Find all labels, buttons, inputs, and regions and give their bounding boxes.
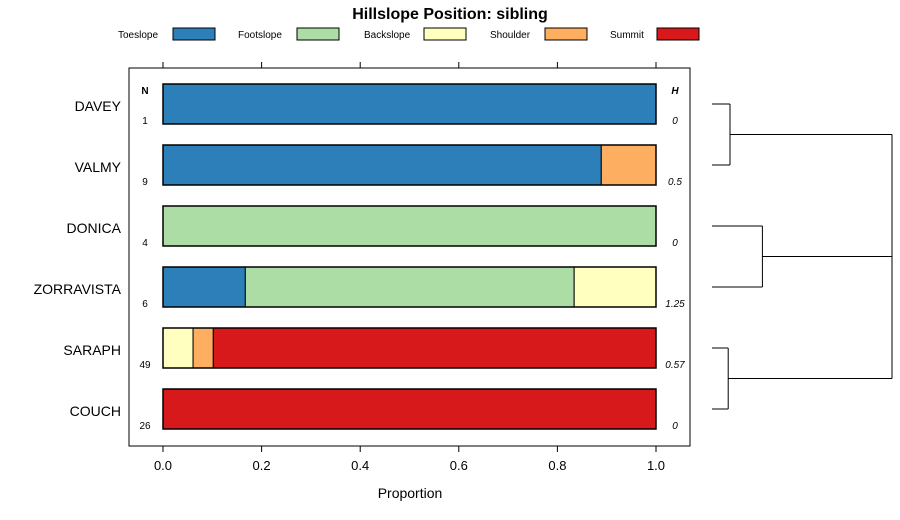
x-tick-label: 1.0 <box>647 458 665 473</box>
bar-segment-saraph-backslope <box>162 327 194 369</box>
h-column-header: H <box>671 86 679 97</box>
row-label-saraph: SARAPH <box>63 342 121 358</box>
legend-swatch-shoulder <box>544 27 588 41</box>
bar-segment-zorravista-toeslope <box>162 266 246 308</box>
legend-swatch-footslope <box>296 27 340 41</box>
bar-segment-donica-footslope <box>162 205 657 247</box>
bar-segment-zorravista-backslope <box>573 266 657 308</box>
n-column-header: N <box>141 86 148 97</box>
bar-outline-saraph <box>162 327 657 369</box>
row-label-valmy: VALMY <box>75 159 122 175</box>
bar-segment-zorravista-footslope <box>244 266 575 308</box>
legend-swatch-summit <box>656 27 700 41</box>
x-tick-label: 0.8 <box>548 458 566 473</box>
legend-label-footslope: Footslope <box>238 30 282 41</box>
bar-outline-zorravista <box>162 266 657 308</box>
x-tick-label: 0.2 <box>253 458 271 473</box>
legend-swatch-backslope <box>423 27 467 41</box>
bar-outline-donica <box>162 205 657 247</box>
h-value-valmy: 0.5 <box>668 177 682 188</box>
bar-outline-valmy <box>162 144 657 186</box>
legend-label-shoulder: Shoulder <box>490 30 531 41</box>
row-label-couch: COUCH <box>70 403 121 419</box>
legend: Toeslope Footslope Backslope Shoulder Summit <box>118 27 700 41</box>
bar-segment-valmy-shoulder <box>600 144 657 186</box>
n-value-saraph: 49 <box>139 360 151 371</box>
row-label-davey: DAVEY <box>75 98 122 114</box>
h-value-davey: 0 <box>672 116 678 127</box>
dendrogram <box>712 103 893 410</box>
legend-label-summit: Summit <box>610 30 644 41</box>
legend-label-toeslope: Toeslope <box>118 30 158 41</box>
row-label-zorravista: ZORRAVISTA <box>34 281 122 297</box>
x-tick-label: 0.6 <box>450 458 468 473</box>
chart-title: Hillslope Position: sibling <box>352 6 548 23</box>
n-value-valmy: 9 <box>142 177 148 188</box>
bar-segment-saraph-summit <box>212 327 657 369</box>
h-value-donica: 0 <box>672 238 678 249</box>
x-axis: 0.0 0.2 0.4 0.6 0.8 1.0 <box>154 62 665 473</box>
n-value-davey: 1 <box>142 116 148 127</box>
h-value-zorravista: 1.25 <box>665 299 685 310</box>
n-value-couch: 26 <box>139 421 151 432</box>
bars <box>162 83 657 430</box>
legend-label-backslope: Backslope <box>364 30 411 41</box>
row-labels: DAVEY 1 0 VALMY 9 0.5 DONICA 4 0 ZORRAVISTA 6 1.25 S… <box>34 98 686 432</box>
bar-segment-davey-toeslope <box>162 83 657 125</box>
row-label-donica: DONICA <box>67 220 122 236</box>
x-axis-label: Proportion <box>378 485 443 501</box>
bar-segment-valmy-toeslope <box>162 144 602 186</box>
bar-segment-couch-summit <box>162 388 657 430</box>
legend-swatch-toeslope <box>172 27 216 41</box>
plot-frame <box>128 67 691 447</box>
bar-outline-couch <box>162 388 657 430</box>
n-value-donica: 4 <box>142 238 148 249</box>
bar-segment-saraph-shoulder <box>192 327 214 369</box>
x-tick-label: 0.4 <box>351 458 369 473</box>
n-value-zorravista: 6 <box>142 299 148 310</box>
h-value-couch: 0 <box>672 421 678 432</box>
h-value-saraph: 0.57 <box>665 360 685 371</box>
bar-outline-davey <box>162 83 657 125</box>
x-tick-label: 0.0 <box>154 458 172 473</box>
